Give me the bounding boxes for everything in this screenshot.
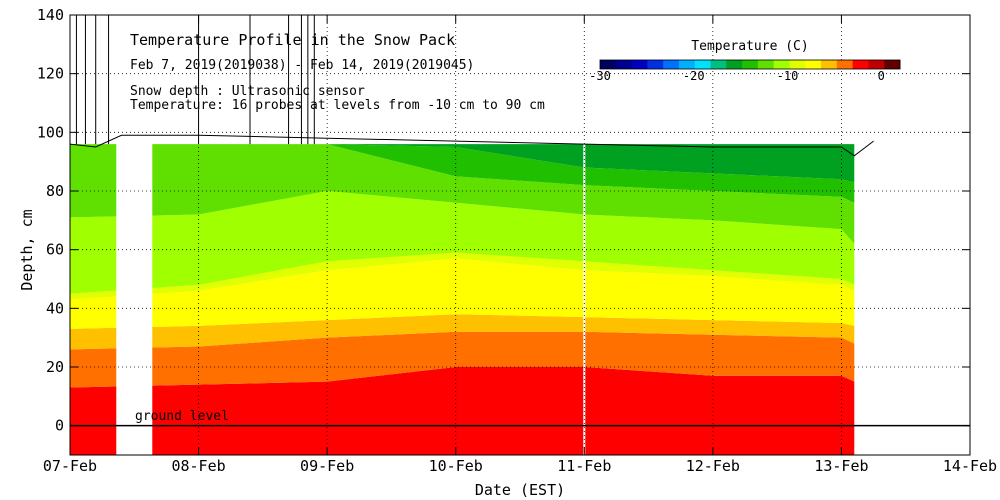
colorbar-swatch [852, 60, 869, 69]
temperature-band-7 [70, 144, 855, 203]
y-axis-title: Depth, cm [18, 209, 36, 290]
axes [69, 14, 971, 456]
colorbar-swatch [742, 60, 759, 69]
x-tick-label: 14-Feb [943, 457, 997, 475]
x-tick-label: 10-Feb [429, 457, 483, 475]
colorbar-swatch [726, 60, 743, 69]
colorbar-swatch [647, 60, 664, 69]
x-tick-label: 08-Feb [171, 457, 225, 475]
x-tick-label: 12-Feb [686, 457, 740, 475]
colorbar-swatch [631, 60, 648, 69]
tick-labels: 07-Feb 08-Feb 09-Feb 10-Feb 11-Feb 12-Feb 13-F… [37, 6, 997, 475]
snow-depth-line [69, 134, 874, 157]
colorbar-tick-label: -20 [683, 69, 705, 83]
y-tick-label: 80 [46, 182, 64, 200]
colorbar-swatch [821, 60, 838, 69]
colorbar-swatch [710, 60, 727, 69]
colorbar-swatch [757, 60, 775, 69]
colorbar-tick-label: -30 [589, 69, 611, 83]
y-tick-label: 40 [46, 299, 64, 317]
y-tick-label: 120 [37, 65, 64, 83]
y-tick-label: 140 [37, 6, 64, 24]
colorbar-swatch [805, 60, 822, 69]
x-tick-label: 11-Feb [557, 457, 611, 475]
x-tick-label: 07-Feb [43, 457, 97, 475]
temperature-band-2 [70, 314, 855, 350]
x-axis-title: Date (EST) [475, 481, 565, 499]
colorbar-swatch [884, 60, 901, 69]
temperature-band-0 [70, 367, 855, 455]
colorbar-swatch [836, 60, 854, 69]
colorbar-swatch [678, 60, 696, 69]
y-tick-label: 60 [46, 241, 64, 259]
plot-frame [69, 14, 971, 456]
colorbar-swatch [600, 60, 617, 69]
colorbar-frame [599, 59, 901, 70]
temperature-band-1 [70, 331, 855, 388]
colorbar-swatch [694, 60, 712, 69]
x-tick-label: 13-Feb [814, 457, 868, 475]
chart-subtitle: Feb 7, 2019(2019038) - Feb 14, 2019(2019… [130, 58, 474, 73]
colorbar-tick-label: 0 [878, 69, 885, 83]
colorbar-legend: Temperature (C) -30 -20 -10 0 [589, 39, 901, 83]
temperature-band-6 [70, 144, 855, 244]
colorbar-swatch [789, 60, 806, 69]
grid-lines [70, 15, 970, 455]
note-temperature: Temperature: 16 probes at levels from -1… [130, 98, 545, 113]
chart-title: Temperature Profile in the Snow Pack [130, 31, 455, 49]
colorbar-swatch [663, 60, 680, 69]
colorbar-swatch [773, 60, 790, 69]
x-tick-label: 09-Feb [300, 457, 354, 475]
colorbar-swatch [615, 60, 633, 69]
ground-level-label: ground level [135, 409, 229, 424]
data-gap [116, 15, 153, 455]
note-snow-depth: Snow depth : Ultrasonic sensor [130, 84, 365, 99]
temperature-band-8 [70, 144, 855, 183]
plot-area [69, 15, 970, 455]
colorbar-swatch [868, 60, 885, 69]
y-tick-label: 100 [37, 123, 64, 141]
y-tick-label: 20 [46, 358, 64, 376]
temperature-band-5 [70, 191, 855, 294]
colorbar-title: Temperature (C) [691, 39, 808, 54]
colorbar-tick-label: -10 [777, 69, 799, 83]
temperature-band-3 [70, 258, 855, 329]
y-tick-label: 0 [55, 417, 64, 435]
